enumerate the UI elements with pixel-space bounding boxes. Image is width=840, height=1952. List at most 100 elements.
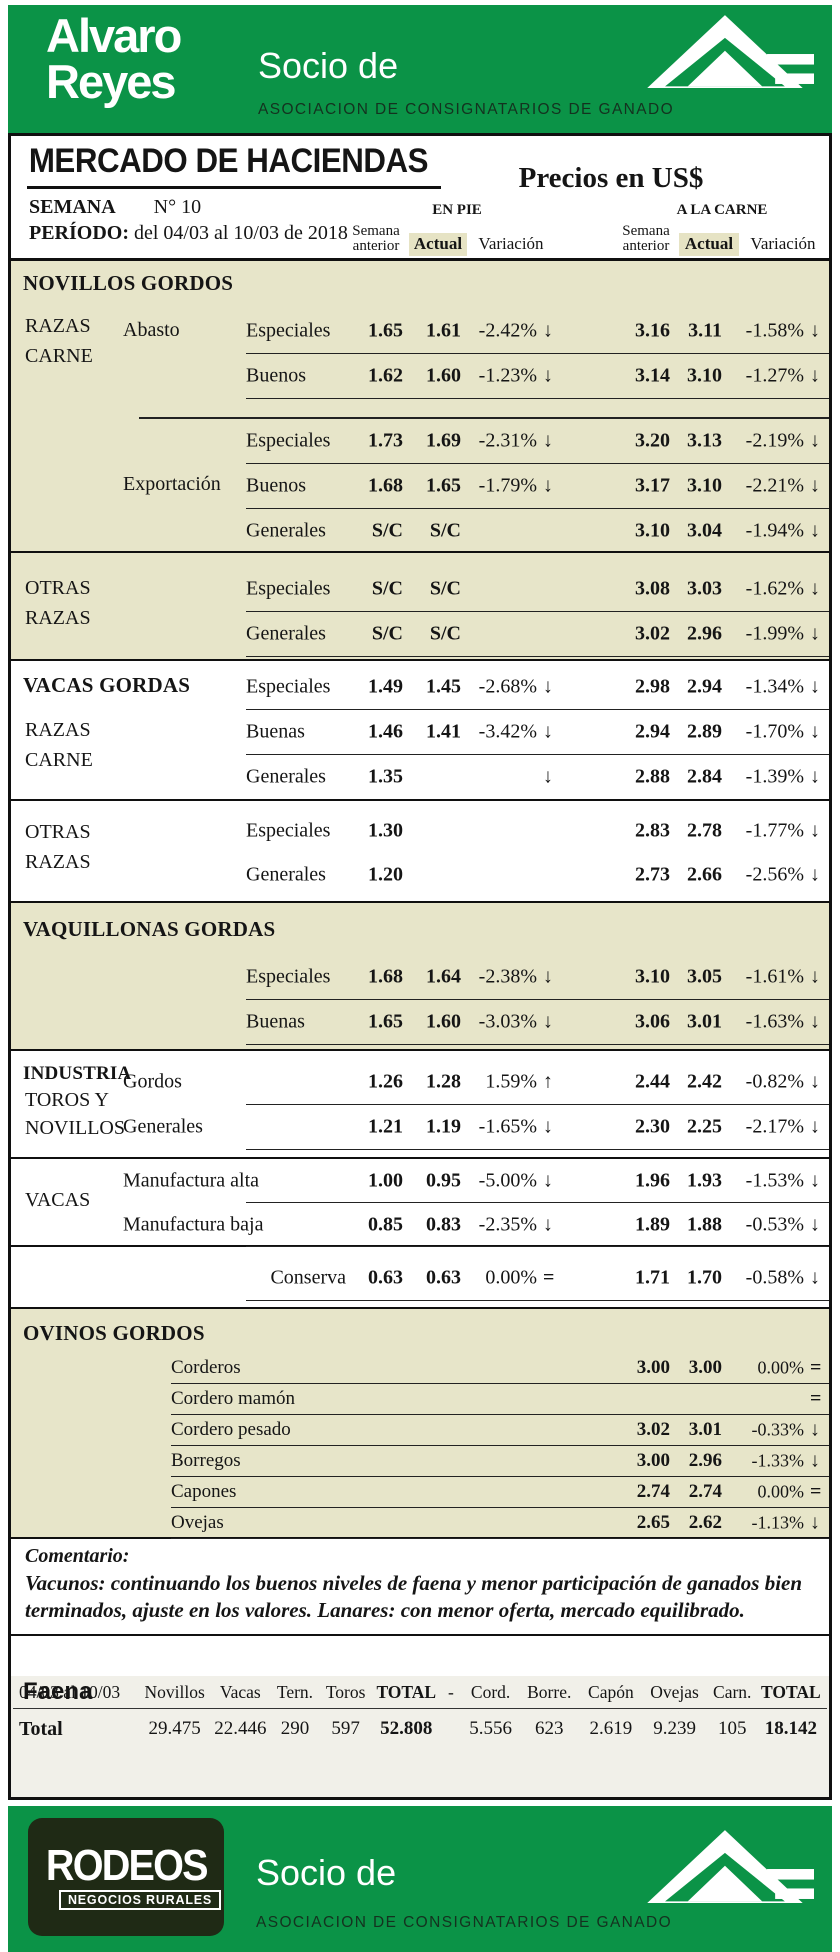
carne-prev-value: 3.16: [635, 319, 670, 342]
row-label: Borregos: [171, 1450, 241, 1471]
group-label-otras: OTRAS: [25, 821, 91, 843]
carne-variation-value: 0.00%: [757, 1481, 805, 1502]
carne-variation-value: -1.27%: [745, 364, 804, 387]
variation-direction-icon: =: [810, 1356, 822, 1379]
row-category: Generales: [246, 765, 326, 788]
pie-prev-value: 0.85: [368, 1213, 403, 1235]
faena-col-header: Borre.: [527, 1681, 572, 1702]
group-label-razas: RAZAS: [25, 315, 91, 337]
table-row: Ovejas 2.65 2.62 -1.13% ↓: [171, 1508, 829, 1539]
row-label: Corderos: [171, 1357, 241, 1378]
section-novillos-gordos: NOVILLOS GORDOS RAZAS CARNE Abasto Expor…: [11, 261, 829, 554]
semana-value: N° 10: [153, 196, 202, 218]
table-row: Generales 1.35 ↓ 2.88 2.84 -1.39% ↓: [246, 755, 829, 799]
section-industria: INDUSTRIA TOROS Y NOVILLOS Gordos 1.26 1…: [11, 1051, 829, 1309]
table-row: Especiales 1.68 1.64 -2.38% ↓ 3.10 3.05 …: [246, 955, 829, 1000]
carne-actual-value: 3.10: [687, 474, 722, 497]
carne-actual-value: 3.13: [687, 429, 722, 452]
carne-prev-value: 3.00: [636, 1357, 670, 1378]
carne-variation-value: -1.63%: [745, 1010, 804, 1033]
pie-variation-value: -1.65%: [478, 1115, 537, 1138]
row-category: Generales: [246, 519, 326, 542]
faena-col-header: TOTAL: [376, 1681, 437, 1702]
faena-value: 597: [331, 1718, 360, 1739]
carne-variation-value: -2.19%: [745, 429, 804, 452]
variation-direction-icon: ↓: [810, 863, 820, 886]
faena-col-header: Toros: [325, 1681, 366, 1702]
bottom-banner: RODEOS NEGOCIOS RURALES Socio de ASOCIAC…: [8, 1806, 832, 1952]
row-category: Especiales: [246, 429, 331, 452]
table-row: Especiales 1.49 1.45 -2.68% ↓ 2.98 2.94 …: [246, 665, 829, 710]
pie-prev-value: 1.62: [368, 364, 403, 387]
faena-divider: [13, 1708, 827, 1709]
carne-prev-value: 3.02: [635, 622, 670, 645]
carne-prev-value: 2.98: [635, 675, 670, 698]
carne-variation-value: -1.34%: [745, 675, 804, 698]
section-otras-razas-novillos: OTRAS RAZAS Especiales S/C S/C 3.08 3.03…: [11, 553, 829, 661]
carne-prev-value: 3.17: [635, 474, 670, 497]
row-category: Especiales: [246, 675, 331, 698]
table-row: Buenas 1.46 1.41 -3.42% ↓ 2.94 2.89 -1.7…: [246, 710, 829, 755]
col-header-variacion-carne: Variación: [750, 234, 816, 253]
table-row: Buenas 1.65 1.60 -3.03% ↓ 3.06 3.01 -1.6…: [246, 1000, 829, 1045]
pie-prev-value: 1.30: [368, 819, 403, 842]
row-category: Buenas: [246, 1010, 305, 1033]
row-category: Generales: [246, 622, 326, 645]
lanares-text: con menor oferta, mercado equilibrado.: [395, 1597, 745, 1622]
vacas-otras-rows: Especiales 1.30 2.83 2.78 -1.77% ↓ Gener…: [246, 801, 829, 897]
variation-direction-icon: ↓: [810, 519, 820, 542]
table-row: Generales 1.21 1.19 -1.65% ↓ 2.30 2.25 -…: [123, 1105, 829, 1150]
carne-actual-value: 3.00: [688, 1357, 722, 1378]
variation-direction-icon: ↓: [810, 819, 820, 842]
row-label: Manufactura baja: [123, 1213, 264, 1235]
carne-prev-value: 2.83: [635, 819, 670, 842]
variation-direction-icon: ↓: [810, 765, 820, 788]
pie-prev-value: S/C: [371, 519, 403, 542]
row-category: Generales: [246, 863, 326, 886]
variation-direction-icon: =: [543, 1266, 555, 1289]
precios-title: Precios en US$: [518, 162, 704, 194]
row-category: Buenos: [246, 474, 306, 497]
variation-direction-icon: ↓: [810, 577, 820, 600]
asociacion-label: ASOCIACION DE CONSIGNATARIOS DE GANADO: [256, 1914, 673, 1931]
faena-value: 18.142: [764, 1718, 817, 1739]
faena-col-header: Ovejas: [650, 1681, 699, 1702]
brand-line2: Reyes: [46, 54, 177, 108]
pie-variation-value: -3.42%: [478, 720, 537, 743]
row-category: Especiales: [246, 577, 331, 600]
carne-actual-value: 2.96: [687, 622, 722, 645]
carne-actual-value: 3.04: [687, 519, 722, 542]
variation-direction-icon: ↓: [543, 675, 553, 698]
table-row: Especiales S/C S/C 3.08 3.03 -1.62% ↓: [246, 567, 829, 612]
carne-prev-value: 3.14: [635, 364, 670, 387]
pie-prev-value: 1.20: [368, 863, 403, 886]
col-header-variacion-pie: Variación: [478, 234, 544, 253]
carne-variation-value: -2.21%: [745, 474, 804, 497]
group-label-razas: RAZAS: [25, 607, 91, 629]
pie-prev-value: 1.65: [368, 319, 403, 342]
row-label: Cordero mamón: [171, 1388, 296, 1409]
row-category: Especiales: [246, 319, 331, 342]
pie-variation-value: -2.35%: [478, 1213, 537, 1235]
variation-direction-icon: ↓: [810, 1010, 820, 1033]
pie-actual-value: S/C: [429, 519, 461, 542]
faena-col-header: -: [448, 1681, 454, 1702]
carne-prev-value: 2.74: [636, 1481, 670, 1502]
table-row: Borregos 3.00 2.96 -1.33% ↓: [171, 1446, 829, 1477]
pie-prev-value: 1.49: [368, 675, 403, 698]
variation-direction-icon: =: [810, 1480, 822, 1503]
brand-name: Alvaro Reyes: [46, 12, 182, 108]
pie-actual-value: S/C: [429, 577, 461, 600]
pie-actual-value: 1.19: [426, 1115, 461, 1138]
variation-direction-icon: ↓: [810, 1213, 820, 1235]
pie-actual-value: 1.60: [426, 1010, 461, 1033]
variation-direction-icon: ↑: [543, 1070, 553, 1093]
section-title: VACAS GORDAS: [23, 673, 191, 697]
variation-direction-icon: ↓: [543, 319, 553, 342]
carne-actual-value: 2.25: [687, 1115, 722, 1138]
faena-col-header: Capón: [588, 1681, 634, 1702]
faena-col-header: Tern.: [276, 1681, 314, 1702]
carne-actual-value: 3.05: [687, 965, 722, 988]
faena-value: 105: [717, 1718, 747, 1739]
vaquillonas-rows: Especiales 1.68 1.64 -2.38% ↓ 3.10 3.05 …: [246, 903, 829, 1045]
